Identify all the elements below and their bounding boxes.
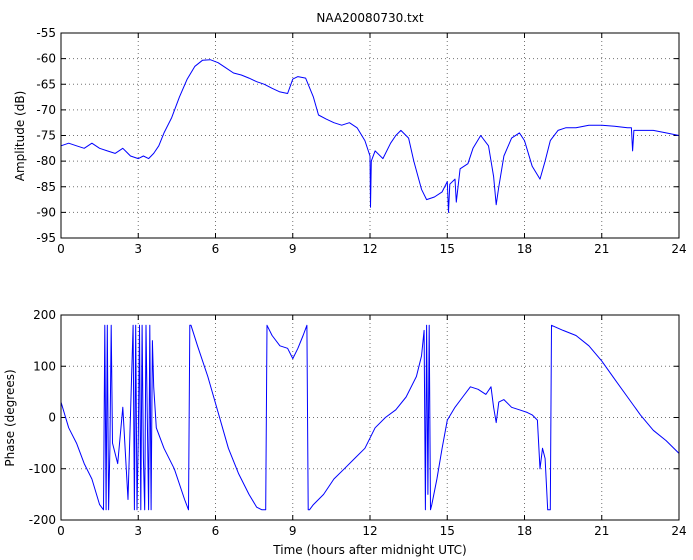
amplitude-panel: 0 3 6 9 12 15 18 21 24 -95 -90 -85 -80 -75 -70 -65 -60 -5… [36, 26, 686, 256]
amplitude-x-tick-label: 9 [289, 242, 297, 256]
phase-x-tick-label: 12 [362, 524, 377, 538]
chart-title: NAA20080730.txt [316, 11, 423, 25]
phase-y-tick-label: -100 [29, 462, 56, 476]
amplitude-y-tick-label: -65 [36, 77, 56, 91]
amplitude-y-tick-label: -90 [36, 205, 56, 219]
amplitude-x-tick-label: 0 [57, 242, 65, 256]
amplitude-y-tick-label: -85 [36, 180, 56, 194]
amplitude-x-tick-label: 21 [594, 242, 609, 256]
phase-x-tick-label: 0 [57, 524, 65, 538]
phase-y-axis-label: Phase (degrees) [3, 369, 17, 466]
phase-x-tick-label: 6 [212, 524, 220, 538]
phase-y-tick-label: 100 [33, 359, 56, 373]
amplitude-y-axis-label: Amplitude (dB) [13, 91, 27, 182]
amplitude-x-tick-label: 6 [212, 242, 220, 256]
amplitude-x-tick-label: 24 [671, 242, 686, 256]
amplitude-x-tick-label: 3 [134, 242, 142, 256]
amplitude-y-tick-label: -75 [36, 129, 56, 143]
phase-y-tick-label: 0 [48, 411, 56, 425]
phase-panel: 0 3 6 9 12 15 18 21 24 -200 -100 0 100 200 [29, 308, 687, 538]
phase-y-tick-label: 200 [33, 308, 56, 322]
amplitude-y-tick-label: -80 [36, 154, 56, 168]
phase-series-line [60, 324, 680, 511]
amplitude-series-line [60, 59, 680, 213]
phase-x-tick-label: 24 [671, 524, 686, 538]
amplitude-x-tick-label: 12 [362, 242, 377, 256]
amplitude-y-tick-label: -70 [36, 103, 56, 117]
phase-y-tick-label: -200 [29, 513, 56, 527]
amplitude-x-tick-label: 18 [517, 242, 532, 256]
phase-x-tick-label: 21 [594, 524, 609, 538]
phase-x-tick-label: 15 [440, 524, 455, 538]
amplitude-axes-frame [60, 32, 680, 239]
amplitude-y-tick-label: -60 [36, 52, 56, 66]
time-x-axis-label: Time (hours after midnight UTC) [272, 543, 466, 557]
phase-x-tick-label: 3 [134, 524, 142, 538]
amplitude-x-tick-label: 15 [440, 242, 455, 256]
amplitude-y-tick-label: -55 [36, 26, 56, 40]
amplitude-y-tick-label: -95 [36, 231, 56, 245]
phase-x-tick-label: 18 [517, 524, 532, 538]
phase-x-tick-label: 9 [289, 524, 297, 538]
phase-axes-frame [60, 314, 680, 521]
